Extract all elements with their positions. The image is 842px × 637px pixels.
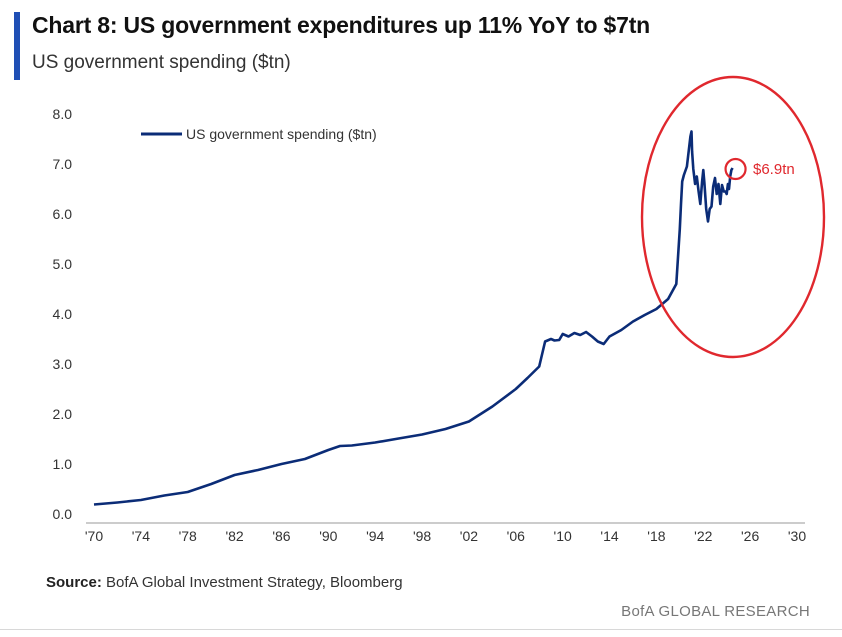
y-tick-label: 6.0 [53,206,73,222]
chart-svg: 0.0 1.0 2.0 3.0 4.0 5.0 6.0 7.0 8.0 '70 '74 '78 '82… [53,75,826,544]
x-axis-ticks: '70 '74 '78 '82 '86 '90 '94 '98 '02 '06 '10 '14 '18 '… [85,528,806,544]
bottom-divider [0,629,842,630]
source-text: BofA Global Investment Strategy, Bloombe… [101,574,403,591]
y-tick-label: 3.0 [53,356,73,372]
series-layer [93,130,734,506]
x-tick-label: '30 [788,528,806,544]
source-label: Source: [46,574,102,591]
source-note: Source: BofA Global Investment Strategy,… [46,574,403,591]
x-tick-label: '22 [694,528,712,544]
y-tick-label: 8.0 [53,106,73,122]
y-tick-label: 1.0 [53,456,73,472]
last-value-label: $6.9tn [753,161,795,178]
x-tick-label: '26 [741,528,759,544]
title-accent-bar [14,12,20,80]
x-tick-label: '10 [554,528,572,544]
y-axis-ticks: 0.0 1.0 2.0 3.0 4.0 5.0 6.0 7.0 8.0 [53,106,73,522]
x-tick-label: '74 [132,528,150,544]
y-tick-label: 2.0 [53,406,73,422]
x-tick-label: '02 [460,528,478,544]
y-tick-label: 0.0 [53,506,73,522]
x-tick-label: '86 [272,528,290,544]
chart-legend: US government spending ($tn) [141,126,377,142]
last-value-marker [724,157,747,181]
x-tick-label: '90 [319,528,337,544]
y-tick-label: 5.0 [53,256,73,272]
x-tick-label: '78 [179,528,197,544]
y-tick-label: 4.0 [53,306,73,322]
x-tick-label: '70 [85,528,103,544]
y-tick-label: 7.0 [53,156,73,172]
x-tick-label: '18 [647,528,665,544]
chart-subtitle: US government spending ($tn) [32,52,291,73]
x-tick-label: '06 [507,528,525,544]
brand-label: BofA GLOBAL RESEARCH [621,603,810,620]
x-tick-label: '14 [600,528,618,544]
x-tick-label: '98 [413,528,431,544]
x-tick-label: '94 [366,528,384,544]
highlight-ellipse [640,75,826,359]
series-line [93,130,734,506]
legend-label: US government spending ($tn) [186,126,377,142]
chart-title: Chart 8: US government expenditures up 1… [32,12,651,38]
x-tick-label: '82 [225,528,243,544]
annotation-layer: $6.9tn [640,75,826,359]
